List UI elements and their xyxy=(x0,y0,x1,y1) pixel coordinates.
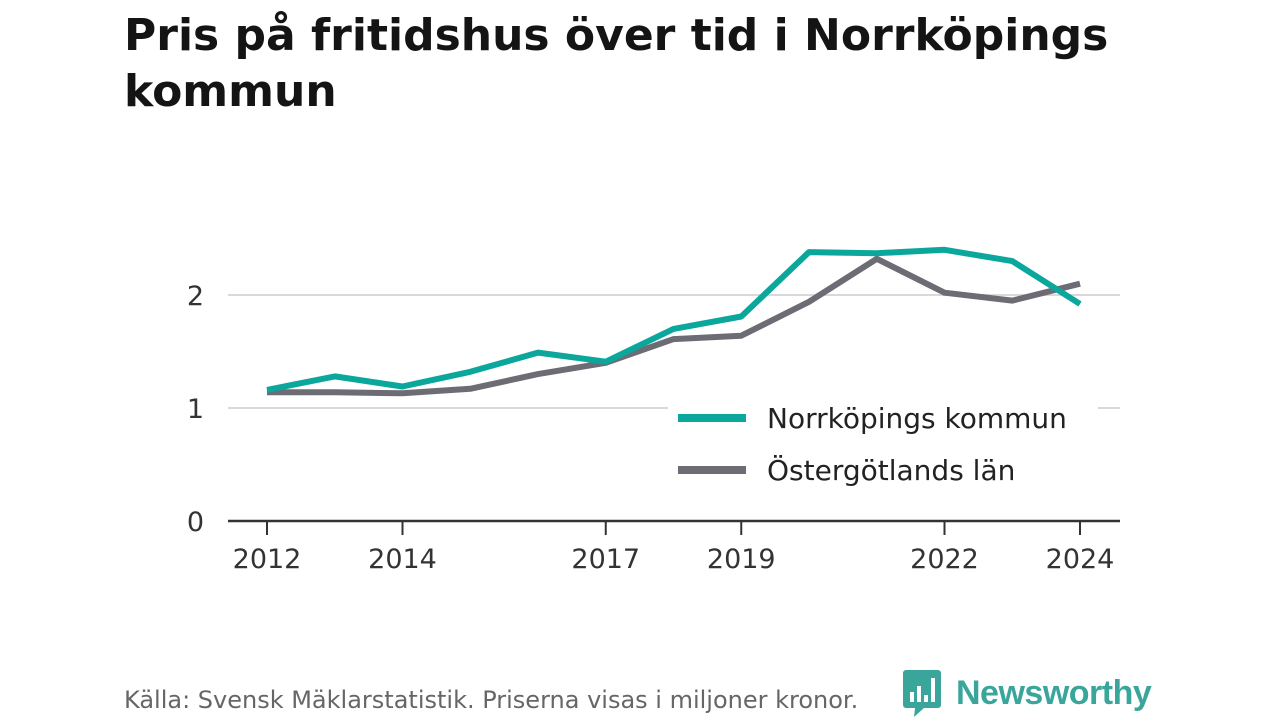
y-tick-label: 2 xyxy=(187,281,204,312)
legend-background xyxy=(668,396,1098,500)
legend-label: Östergötlands län xyxy=(767,453,1015,487)
source-note: Källa: Svensk Mäklarstatistik. Priserna … xyxy=(124,686,859,714)
logo-text: Newsworthy xyxy=(956,673,1152,712)
chart-title: Pris på fritidshus över tid i Norrköping… xyxy=(124,10,1109,117)
legend-label: Norrköpings kommun xyxy=(767,402,1067,435)
series-line-1 xyxy=(267,255,1081,397)
series-line-0 xyxy=(266,246,1082,393)
legend: Norrköpings kommun Östergötlands län xyxy=(668,396,1098,500)
x-tick-label: 2024 xyxy=(1046,544,1115,575)
x-tick-label: 2022 xyxy=(910,544,979,575)
x-tick-label: 2012 xyxy=(233,544,302,575)
x-tick-label: 2014 xyxy=(368,544,437,575)
y-tick-label: 1 xyxy=(187,394,204,425)
series xyxy=(266,246,1082,397)
x-tick-label: 2017 xyxy=(571,544,640,575)
y-tick-label: 0 xyxy=(187,507,204,538)
bar-chart-speech-bubble-icon xyxy=(903,670,941,717)
x-tick-label: 2019 xyxy=(707,544,776,575)
newsworthy-logo: Newsworthy xyxy=(902,668,1152,718)
axes: 0 1 2 2012 2014 2017 2019 2022 2024 xyxy=(187,281,1120,575)
